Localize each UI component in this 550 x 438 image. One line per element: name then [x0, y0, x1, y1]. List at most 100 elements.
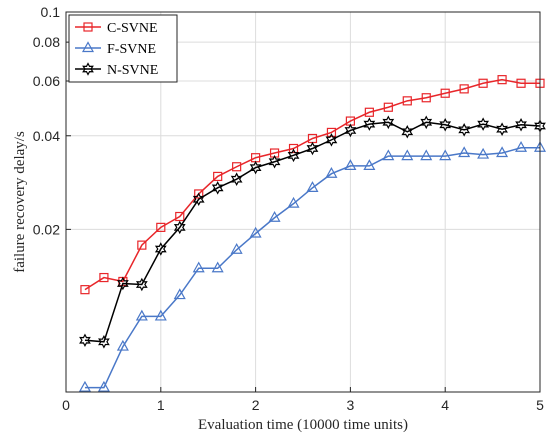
triangle-marker — [420, 149, 433, 161]
square-marker — [156, 222, 166, 232]
square-marker — [478, 78, 488, 88]
hexagram-marker — [173, 220, 186, 235]
legend-item: F-SVNE — [75, 41, 156, 57]
series-n-svne — [79, 115, 546, 349]
hexagram-marker — [515, 117, 527, 132]
legend-item: C-SVNE — [75, 21, 158, 36]
triangle-marker — [344, 159, 357, 171]
square-marker — [194, 189, 204, 199]
square-marker — [402, 96, 412, 106]
square-marker — [83, 22, 93, 32]
hexagram-marker — [344, 123, 357, 138]
hexagram-marker — [98, 335, 110, 349]
plot-frame — [65, 11, 541, 393]
triangle-marker — [192, 261, 205, 273]
square-marker — [383, 102, 393, 112]
hexagram-marker — [496, 122, 508, 136]
x-tick-label: 1 — [157, 397, 165, 413]
triangle-marker — [81, 41, 95, 53]
legend: C-SVNE F-SVNE N-SVNE — [68, 14, 178, 83]
hexagram-marker — [401, 124, 414, 139]
legend-label: C-SVNE — [107, 21, 158, 36]
square-marker — [326, 127, 337, 138]
hexagram-marker — [439, 117, 452, 132]
square-marker — [99, 272, 109, 283]
triangle-marker — [287, 196, 300, 208]
y-tick-label: 0.08 — [33, 34, 60, 50]
triangle-marker — [439, 149, 452, 161]
triangle-marker — [306, 181, 319, 192]
triangle-marker — [211, 261, 224, 273]
square-marker — [497, 75, 507, 85]
hexagram-marker — [458, 123, 471, 137]
hexagram-marker — [230, 172, 243, 186]
y-axis-ticks: 0.02 0.04 0.06 0.08 0.1 — [33, 4, 71, 237]
triangle-marker — [230, 243, 243, 254]
triangle-marker — [173, 288, 186, 300]
hexagram-marker — [79, 333, 91, 348]
hexagram-marker — [154, 242, 167, 256]
hexagram-marker — [382, 115, 395, 130]
y-tick-label: 0.06 — [33, 73, 60, 89]
square-marker — [459, 84, 469, 94]
y-tick-label: 0.1 — [41, 4, 61, 20]
legend-label: F-SVNE — [107, 42, 156, 57]
triangle-marker — [477, 147, 490, 159]
square-marker — [516, 78, 526, 88]
triangle-marker — [496, 146, 509, 158]
hexagram-marker — [192, 192, 205, 207]
square-marker — [232, 162, 242, 172]
square-marker — [175, 211, 185, 222]
series-line — [84, 78, 540, 291]
series-c-svne — [80, 75, 545, 295]
series-line — [84, 121, 541, 343]
y-axis-title: failure recovery delay/s — [12, 131, 28, 273]
triangle-marker — [458, 146, 471, 158]
hexagram-marker — [325, 133, 338, 147]
hexagram-marker — [420, 115, 433, 130]
hexagram-marker — [287, 148, 300, 163]
hexagram-marker — [268, 154, 281, 169]
square-marker — [421, 93, 431, 103]
hexagram-marker — [117, 276, 129, 291]
x-tick-label: 4 — [441, 397, 449, 413]
triangle-marker — [78, 380, 91, 392]
hexagram-marker — [135, 277, 148, 292]
hexagram-marker — [211, 181, 224, 195]
triangle-marker — [249, 226, 262, 238]
triangle-marker — [515, 141, 528, 152]
series-group — [78, 75, 547, 392]
triangle-marker — [135, 309, 148, 321]
hexagram-marker — [82, 62, 94, 76]
square-marker — [137, 240, 147, 250]
triangle-marker — [325, 166, 338, 178]
hexagram-marker — [306, 141, 319, 156]
triangle-marker — [268, 211, 281, 222]
series-f-svne — [78, 141, 547, 392]
series-line — [84, 147, 540, 389]
hexagram-marker — [249, 160, 262, 175]
x-axis-title: Evaluation time (10000 time units) — [198, 417, 408, 433]
square-marker — [288, 143, 299, 154]
y-tick-label: 0.02 — [33, 221, 60, 237]
square-marker — [440, 88, 450, 98]
square-marker — [80, 285, 90, 295]
triangle-marker — [154, 309, 167, 321]
y-tick-label: 0.04 — [33, 128, 60, 144]
x-axis-ticks: 0 1 2 3 4 5 — [62, 387, 544, 413]
legend-label: N-SVNE — [107, 63, 158, 78]
triangle-marker — [363, 159, 376, 171]
legend-item: N-SVNE — [75, 62, 158, 78]
hexagram-marker — [477, 117, 489, 131]
square-marker — [213, 171, 223, 182]
x-tick-label: 5 — [536, 397, 544, 413]
square-marker — [364, 107, 374, 117]
x-tick-label: 0 — [62, 397, 70, 413]
triangle-marker — [97, 380, 110, 392]
triangle-marker — [382, 149, 395, 161]
x-tick-label: 3 — [347, 397, 355, 413]
hexagram-marker — [363, 117, 376, 131]
x-tick-label: 2 — [252, 397, 260, 413]
triangle-marker — [116, 339, 129, 351]
